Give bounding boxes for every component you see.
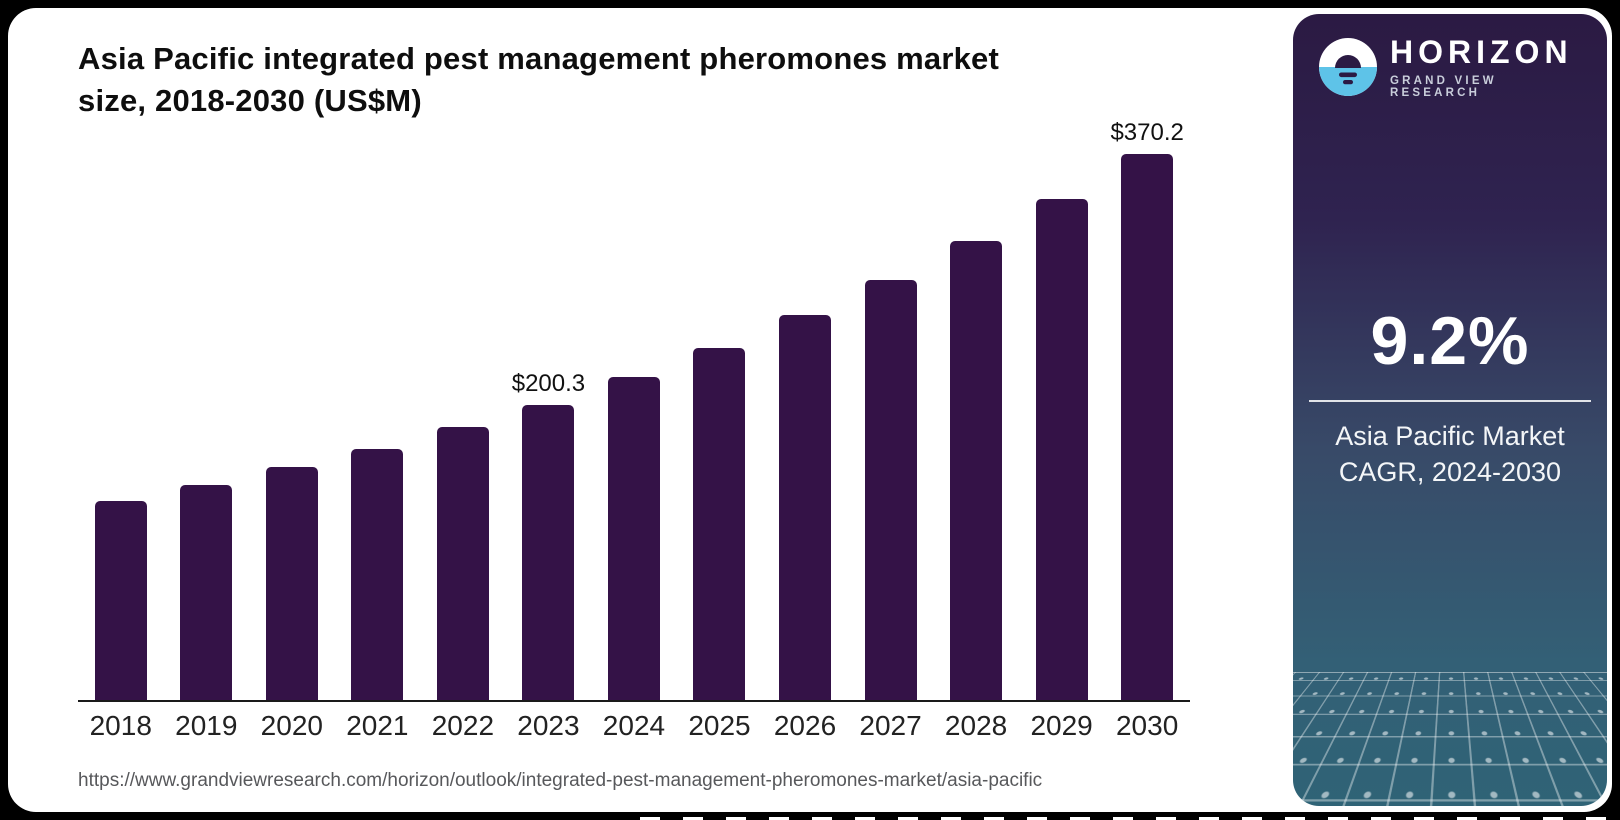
bar-column <box>762 308 848 700</box>
bar <box>779 315 832 700</box>
x-axis-label: 2018 <box>89 710 152 741</box>
bar <box>522 405 575 700</box>
brand-logo-text: HORIZON GRAND VIEW RESEARCH <box>1390 34 1591 99</box>
chart-title-line2: size, 2018-2030 (US$M) <box>78 83 422 118</box>
chart-title-line1: Asia Pacific integrated pest management … <box>78 41 1000 76</box>
bar-column <box>848 273 934 700</box>
source-url: https://www.grandviewresearch.com/horizo… <box>78 770 1043 791</box>
brand-name: HORIZON <box>1390 34 1573 70</box>
x-axis-label: 2027 <box>859 710 922 741</box>
x-axis-label: 2024 <box>602 710 666 741</box>
bar-column <box>591 370 677 700</box>
bar-column: $370.2 <box>1104 119 1190 700</box>
x-axis-label: 2020 <box>260 710 323 741</box>
bar <box>1035 199 1088 700</box>
wireframe-mesh-decoration <box>1293 672 1607 806</box>
bar-column <box>78 494 164 700</box>
chart-title: Asia Pacific integrated pest management … <box>78 38 1208 122</box>
x-axis-label: 2019 <box>175 710 238 741</box>
bar-column <box>933 234 1019 700</box>
sidebar: HORIZON GRAND VIEW RESEARCH 9.2% Asia Pa… <box>1293 14 1607 806</box>
cagr-value: 9.2% <box>1370 303 1530 379</box>
bar-column: $200.3 <box>506 370 592 700</box>
x-axis-label: 2029 <box>1030 710 1093 741</box>
bar <box>950 241 1003 700</box>
x-axis-label: 2026 <box>773 710 837 741</box>
cagr-label: Asia Pacific Market CAGR, 2024-2030 <box>1293 418 1607 490</box>
bar <box>351 449 404 700</box>
bar-column <box>164 478 250 700</box>
x-axis-label: 2028 <box>944 710 1008 741</box>
bar-chart: $200.3 $370.2 <box>78 110 1190 702</box>
cagr-stat-block: 9.2% Asia Pacific Market CAGR, 2024-2030 <box>1293 302 1607 490</box>
bar <box>1121 154 1174 700</box>
bar <box>693 348 746 700</box>
bar <box>864 280 917 700</box>
x-axis-label: 2021 <box>346 710 409 741</box>
bar-column <box>335 442 421 700</box>
cagr-label-line2: CAGR, 2024-2030 <box>1338 457 1562 487</box>
bar <box>180 485 233 700</box>
bar-column <box>1019 192 1105 700</box>
brand-logo: HORIZON GRAND VIEW RESEARCH <box>1319 34 1591 99</box>
x-axis-label: 2030 <box>1115 710 1179 741</box>
x-axis-labels: 2018 2019 2020 2021 2022 2023 2024 2025 2026 2027… <box>78 710 1190 742</box>
cagr-label-line1: Asia Pacific Market <box>1335 421 1565 451</box>
x-axis-label: 2023 <box>517 710 580 741</box>
bar-value-label: $200.3 <box>511 370 586 397</box>
bar <box>265 467 318 700</box>
stat-divider <box>1309 400 1591 402</box>
bar-column <box>677 341 763 700</box>
bar <box>94 501 147 700</box>
bottom-dashed-edge <box>640 817 1620 820</box>
x-axis-label: 2022 <box>431 710 495 741</box>
bar-column <box>249 460 335 700</box>
bar <box>436 427 489 700</box>
bar-column <box>420 420 506 700</box>
bar-value-label: $370.2 <box>1110 119 1184 146</box>
bar <box>607 377 660 700</box>
brand-subtitle: GRAND VIEW RESEARCH <box>1390 75 1497 99</box>
x-axis-label: 2025 <box>688 710 751 741</box>
horizon-sun-circle-icon <box>1319 37 1377 96</box>
